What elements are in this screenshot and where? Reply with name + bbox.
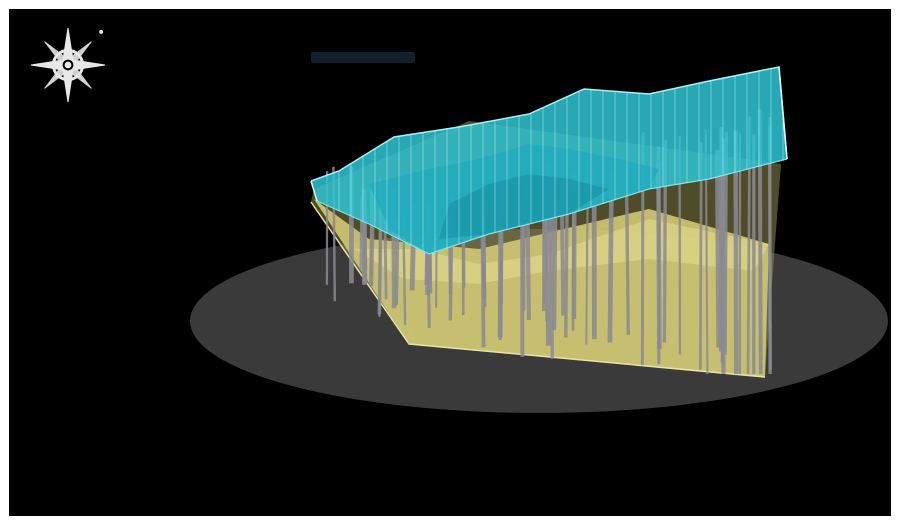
- surface-gridlines: [338, 68, 784, 252]
- pile: [564, 192, 569, 338]
- 3d-model-scene[interactable]: [9, 9, 891, 516]
- pile: [714, 150, 722, 348]
- 3d-viewport[interactable]: [9, 9, 891, 516]
- pile: [552, 195, 558, 331]
- compass-rose-icon[interactable]: [29, 26, 107, 104]
- pile: [721, 141, 725, 364]
- top-surface: [310, 66, 788, 255]
- viewport-title: [311, 52, 415, 63]
